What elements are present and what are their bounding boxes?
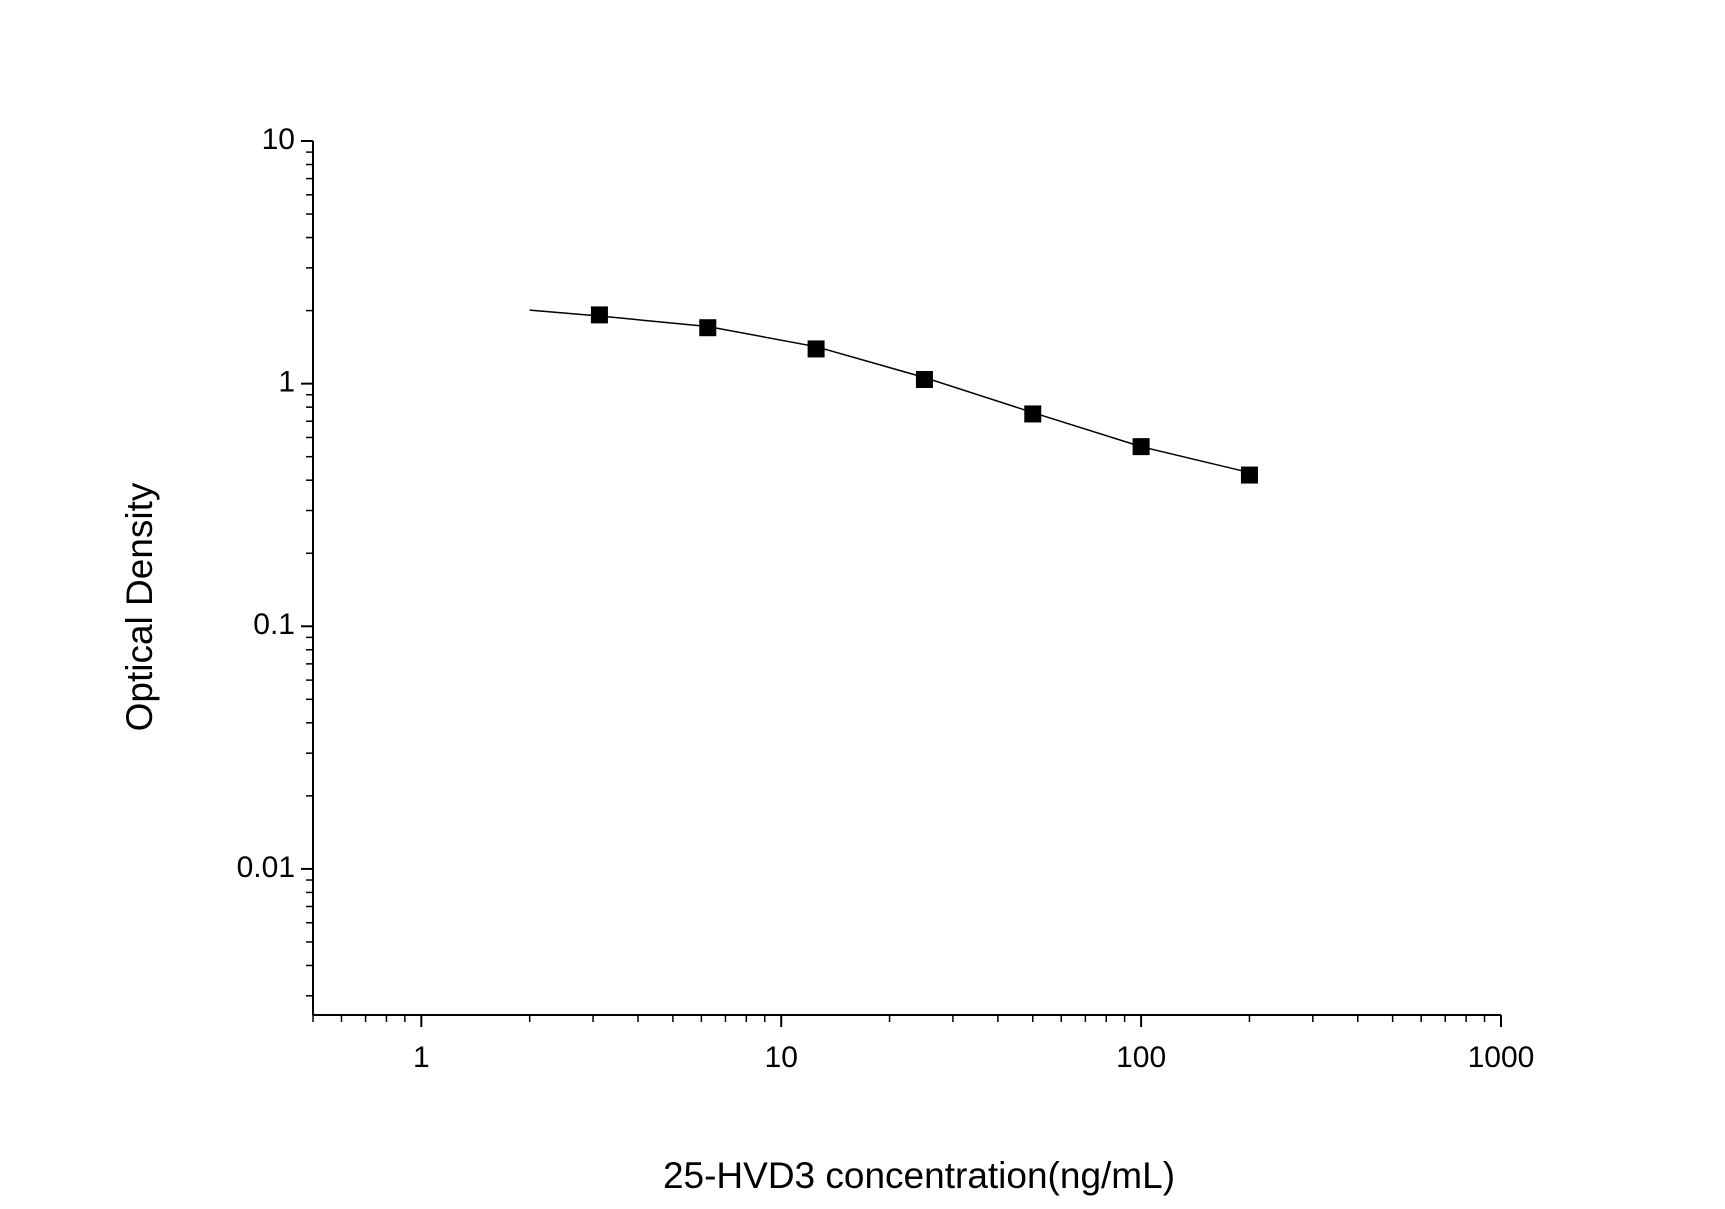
data-point xyxy=(1240,466,1258,484)
x-tick-label: 100 xyxy=(1116,1041,1166,1074)
data-point xyxy=(1024,405,1042,423)
y-tick-label: 10 xyxy=(262,123,295,156)
x-tick-label: 1000 xyxy=(1468,1041,1535,1074)
data-point xyxy=(590,306,608,324)
y-tick-label: 0.1 xyxy=(253,608,295,641)
data-point xyxy=(699,319,717,337)
x-axis-title: 25-HVD3 concentration(ng/mL) xyxy=(663,1155,1175,1196)
data-point xyxy=(915,371,933,389)
y-axis-title: Optical Density xyxy=(119,482,160,731)
fit-curve xyxy=(529,309,1250,474)
data-point xyxy=(807,340,825,358)
x-tick-label: 1 xyxy=(413,1041,430,1074)
y-tick-label: 0.01 xyxy=(237,851,295,884)
y-tick-label: 1 xyxy=(278,366,295,399)
x-tick-label: 10 xyxy=(765,1041,798,1074)
